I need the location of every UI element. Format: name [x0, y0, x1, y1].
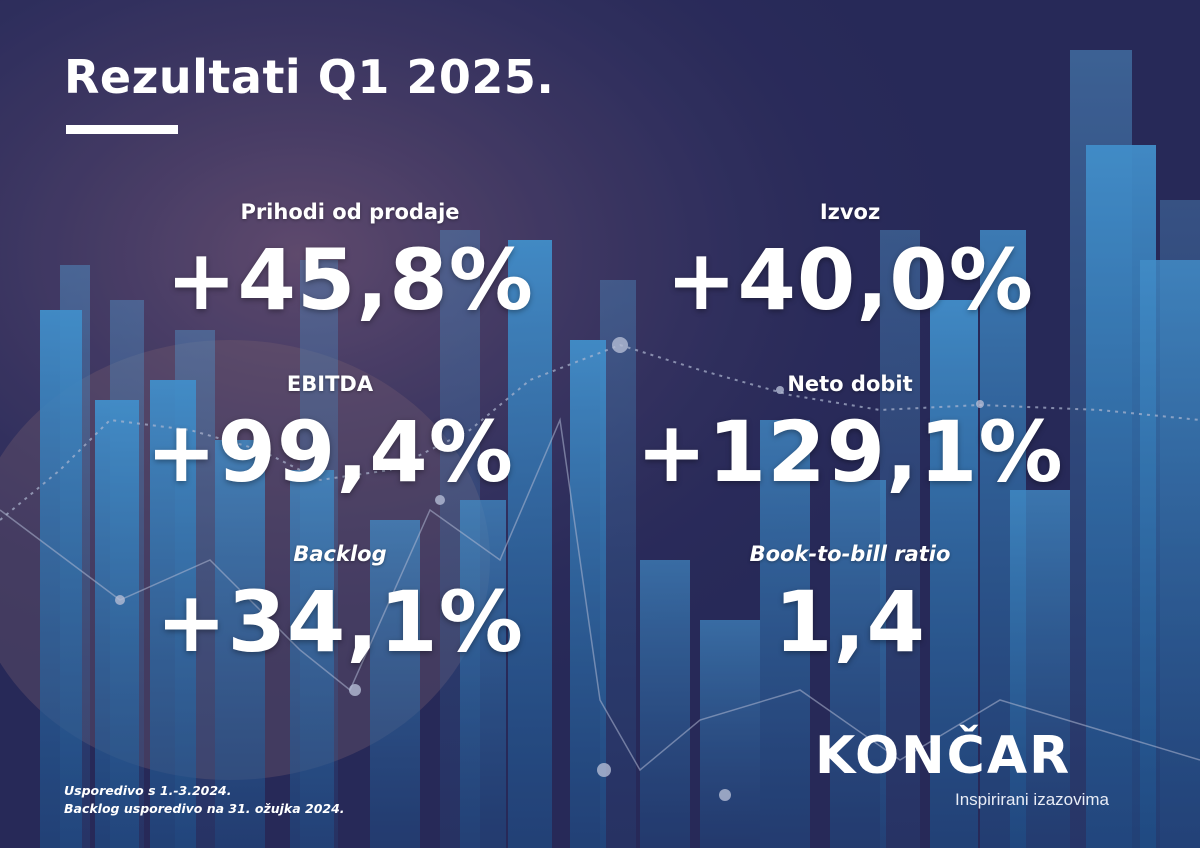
kpi-label: Neto dobit: [787, 372, 913, 396]
kpi-label: Backlog: [293, 542, 387, 566]
kpi-value: 1,4: [774, 573, 926, 671]
page-title: Rezultati Q1 2025.: [64, 50, 555, 104]
kpi-label: Izvoz: [819, 200, 881, 224]
footnotes: Usporedivo s 1.-3.2024. Backlog usporedi…: [64, 782, 345, 818]
footnote-line: Backlog usporedivo na 31. ožujka 2024.: [64, 801, 345, 816]
koncar-logo: KONČAR Inspirirani izazovima: [815, 730, 1109, 810]
kpi-sales-revenue: Prihodi od prodaje +45,8%: [70, 200, 630, 322]
kpi-exports: Izvoz +40,0%: [570, 200, 1130, 322]
kpi-value: +129,1%: [636, 403, 1064, 501]
kpi-net-profit: Neto dobit +129,1%: [570, 372, 1130, 494]
kpi-label: EBITDA: [286, 372, 374, 396]
title-underline: [66, 125, 178, 134]
kpi-book-to-bill: Book-to-bill ratio 1,4: [570, 542, 1130, 664]
kpi-backlog: Backlog +34,1%: [60, 542, 620, 664]
kpi-label: Book-to-bill ratio: [749, 542, 951, 566]
kpi-ebitda: EBITDA +99,4%: [50, 372, 610, 494]
footnote-line: Usporedivo s 1.-3.2024.: [64, 783, 232, 798]
kpi-value: +99,4%: [146, 403, 514, 501]
brand-wordmark: KONČAR: [815, 726, 1072, 786]
kpi-value: +40,0%: [666, 231, 1034, 329]
brand-tagline: Inspirirani izazovima: [955, 790, 1109, 809]
kpi-value: +45,8%: [166, 231, 534, 329]
kpi-value: +34,1%: [156, 573, 524, 671]
kpi-label: Prihodi od prodaje: [240, 200, 460, 224]
